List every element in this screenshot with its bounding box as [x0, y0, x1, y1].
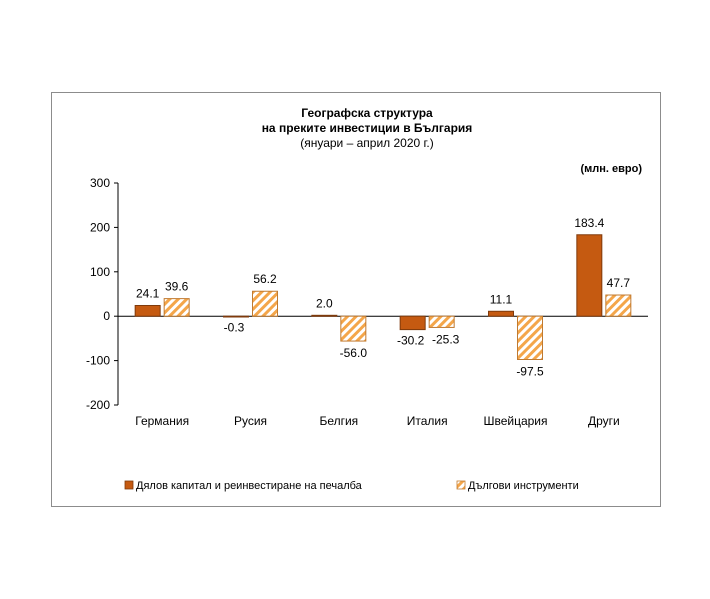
bar-equity [134, 304, 161, 317]
data-label: 56.2 [253, 272, 277, 286]
unit-label: (млн. евро) [580, 163, 642, 175]
data-label: 11.1 [490, 292, 513, 306]
bar-debt [428, 315, 455, 328]
chart-subtitle: (януари – април 2020 г.) [300, 136, 434, 150]
legend-swatch-equity [124, 480, 134, 490]
bar-debt [340, 315, 367, 342]
chart-frame [51, 92, 661, 507]
y-tick-label: 200 [90, 220, 110, 234]
y-tick-label: 300 [90, 176, 110, 190]
data-label: 183.4 [574, 216, 604, 230]
data-label: 24.1 [136, 286, 160, 300]
bar-equity [576, 234, 603, 317]
x-category-label: Швейцария [483, 414, 547, 428]
data-label: 2.0 [316, 296, 333, 310]
y-tick-label: 0 [103, 309, 110, 323]
y-tick-label: 100 [90, 265, 110, 279]
data-label: 47.7 [607, 276, 631, 290]
chart-title-line1: Географска структура [301, 106, 433, 120]
bar-debt [605, 294, 632, 317]
data-label: -25.3 [432, 332, 460, 346]
legend-label-debt: Дългови инструменти [468, 480, 579, 492]
bar-equity [488, 310, 514, 317]
legend-label-equity: Дялов капитал и реинвестиране на печалба [136, 480, 363, 492]
bar-equity [223, 315, 249, 318]
x-category-label: Други [588, 414, 620, 428]
bar-debt [517, 315, 543, 360]
data-label: -0.3 [224, 320, 245, 334]
y-tick-label: -100 [86, 354, 110, 368]
bar-equity [311, 314, 338, 317]
x-category-label: Италия [407, 414, 448, 428]
bar-debt [252, 290, 278, 317]
data-label: 39.6 [165, 280, 189, 294]
data-label: -56.0 [340, 346, 368, 360]
data-label: -30.2 [397, 334, 425, 348]
data-label: -97.5 [516, 364, 544, 378]
legend-swatch-debt [456, 480, 466, 490]
x-category-label: Германия [135, 414, 189, 428]
bar-debt [163, 298, 190, 317]
y-tick-label: -200 [86, 398, 110, 412]
chart-title-line2: на преките инвестиции в България [262, 121, 473, 135]
bar-equity [399, 315, 426, 331]
x-category-label: Белгия [319, 414, 358, 428]
x-category-label: Русия [234, 414, 267, 428]
